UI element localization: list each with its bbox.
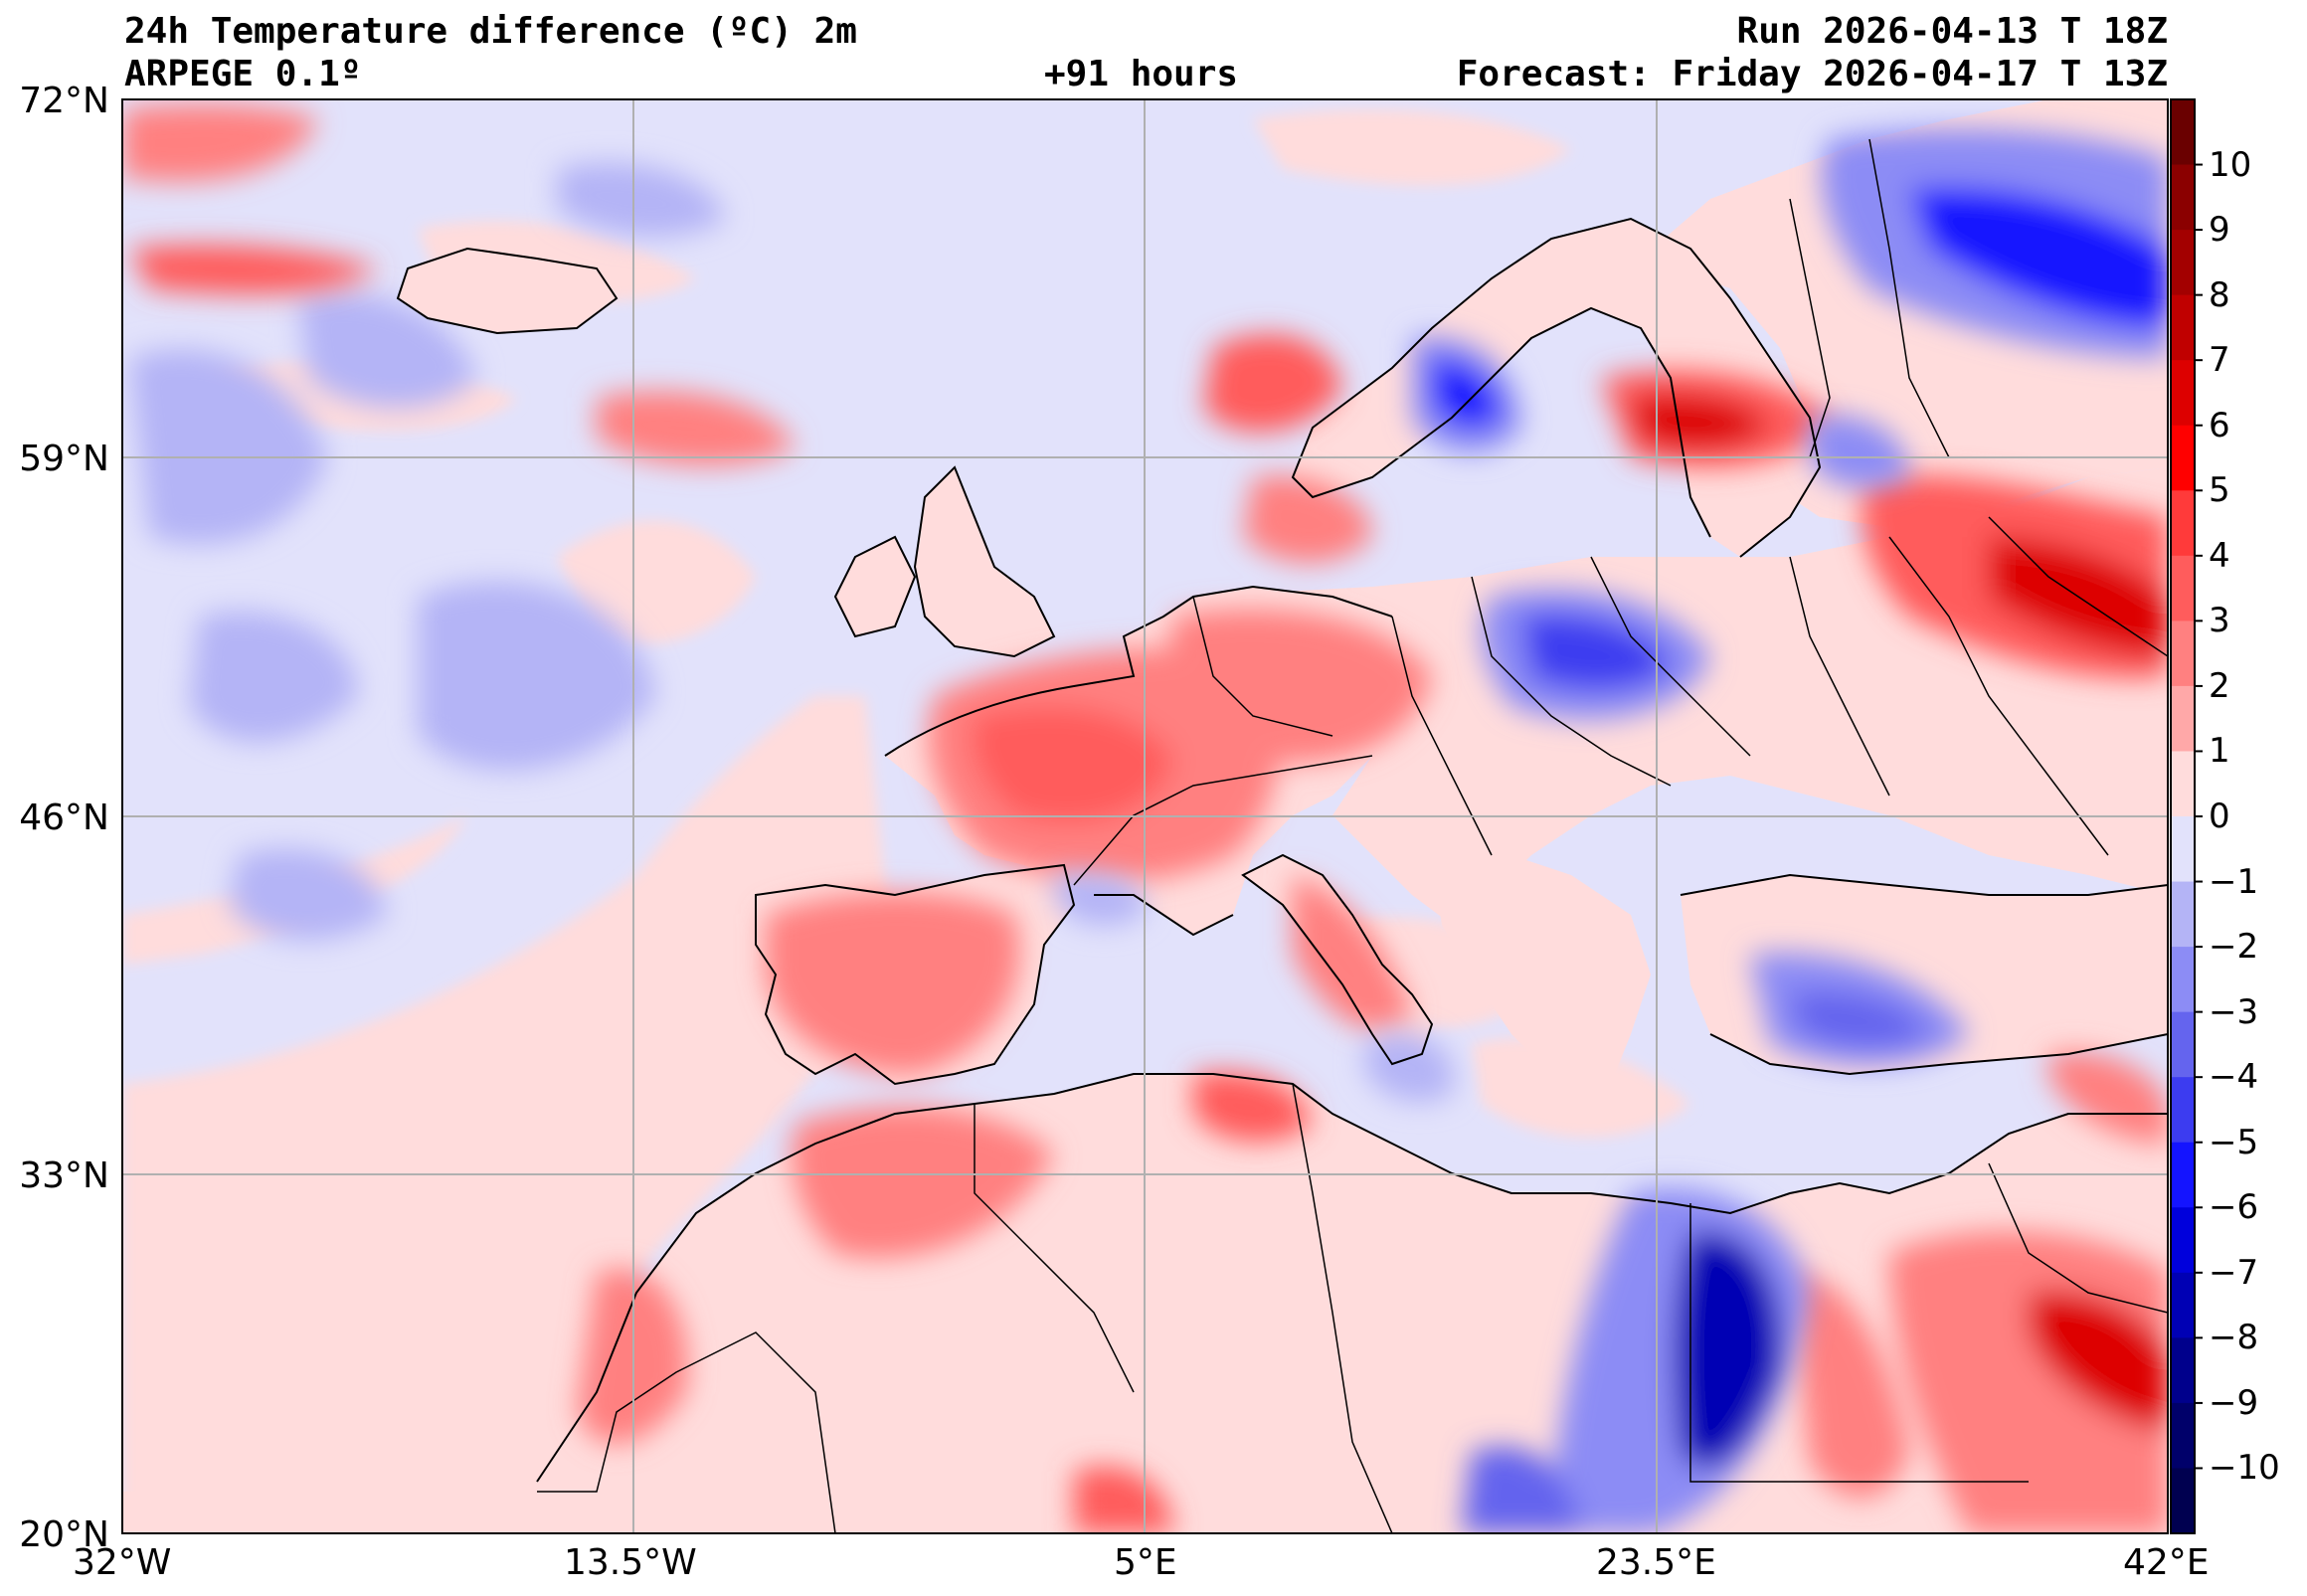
- balkans: [1432, 855, 1651, 1114]
- colorbar-band: [2171, 490, 2195, 557]
- colorbar-tick-label: 6: [2209, 405, 2230, 445]
- lead-time: +91 hours: [1044, 54, 1239, 94]
- colorbar-tick-label: −8: [2209, 1318, 2259, 1358]
- colorbar: [2170, 98, 2203, 1534]
- lon-label-13-5w: 13.5°W: [564, 1542, 697, 1583]
- lat-label-72: 72°N: [19, 81, 109, 121]
- lat-label-59: 59°N: [19, 439, 109, 479]
- colorbar-tick-label: 5: [2209, 470, 2230, 511]
- colorbar-tick-label: −2: [2209, 927, 2259, 968]
- colorbar-band: [2171, 164, 2195, 231]
- borders: [537, 138, 2168, 1533]
- colorbar-band: [2171, 1207, 2195, 1274]
- colorbar-band: [2171, 425, 2195, 491]
- colorbar-tick-label: 9: [2209, 210, 2230, 251]
- lon-label-32w: 32°W: [73, 1542, 172, 1583]
- colorbar-band: [2171, 230, 2195, 296]
- colorbar-band: [2171, 555, 2195, 621]
- colorbar-band: [2171, 1272, 2195, 1338]
- ireland: [835, 537, 915, 636]
- colorbar-tick-label: −1: [2209, 861, 2259, 902]
- colorbar-band: [2171, 685, 2195, 752]
- model-name: ARPEGE 0.1º: [124, 54, 362, 94]
- iceland: [398, 249, 617, 333]
- ocean-warm-patches: [122, 109, 1690, 1533]
- colorbar-band: [2171, 1468, 2195, 1534]
- colorbar-tick-label: 7: [2209, 340, 2230, 381]
- temperature-field: [122, 99, 2168, 1533]
- ocean-cool-patches: [129, 162, 726, 941]
- colorbar-tick-label: 3: [2209, 601, 2230, 641]
- cold-anomalies: [1054, 128, 2168, 1533]
- colorbar-tick-label: −3: [2209, 991, 2259, 1032]
- colorbar-band: [2171, 881, 2195, 948]
- colorbar-band: [2171, 1337, 2195, 1404]
- colorbar-tick-label: 1: [2209, 731, 2230, 772]
- colorbar-band: [2171, 99, 2195, 166]
- colorbar-band: [2171, 947, 2195, 1013]
- colorbar-tick-label: −7: [2209, 1252, 2259, 1293]
- lon-label-23-5e: 23.5°E: [1596, 1542, 1716, 1583]
- colorbar-band: [2171, 1142, 2195, 1208]
- colorbar-tick-label: −5: [2209, 1122, 2259, 1162]
- warm-anomalies: [122, 103, 2168, 1533]
- run-time: Run 2026-04-13 T 18Z: [1736, 11, 2168, 52]
- map-title: 24h Temperature difference (ºC) 2m: [124, 11, 857, 52]
- colorbar-tick-label: 4: [2209, 535, 2230, 576]
- lat-label-33: 33°N: [19, 1155, 109, 1196]
- colorbar-tick-label: −4: [2209, 1057, 2259, 1098]
- colorbar-tick-label: 2: [2209, 665, 2230, 706]
- colorbar-band: [2171, 360, 2195, 427]
- scandinavia: [1293, 219, 1820, 557]
- colorbar-tick-label: −6: [2209, 1187, 2259, 1228]
- great-britain: [915, 467, 1054, 656]
- gridlines: [122, 99, 2168, 1533]
- lon-label-42e: 42°E: [2123, 1542, 2210, 1583]
- map-frame: [121, 98, 2169, 1534]
- colorbar-band: [2171, 1077, 2195, 1144]
- lat-label-46: 46°N: [19, 798, 109, 838]
- colorbar-tick-label: −9: [2209, 1382, 2259, 1423]
- colorbar-band: [2171, 294, 2195, 361]
- colorbar-band: [2171, 1402, 2195, 1469]
- colorbar-band: [2171, 751, 2195, 817]
- forecast-time: Forecast: Friday 2026-04-17 T 13Z: [1456, 54, 2168, 94]
- colorbar-tick-label: −10: [2209, 1448, 2280, 1489]
- lon-label-5e: 5°E: [1114, 1542, 1177, 1583]
- colorbar-band: [2171, 1011, 2195, 1078]
- lat-label-20: 20°N: [19, 1514, 109, 1555]
- colorbar-band: [2171, 816, 2195, 883]
- colorbar-band: [2171, 621, 2195, 687]
- coastlines: [396, 217, 2168, 1483]
- colorbar-tick-label: 0: [2209, 797, 2230, 836]
- colorbar-tick-label: 8: [2209, 274, 2230, 315]
- colorbar-tick-label: 10: [2209, 144, 2252, 185]
